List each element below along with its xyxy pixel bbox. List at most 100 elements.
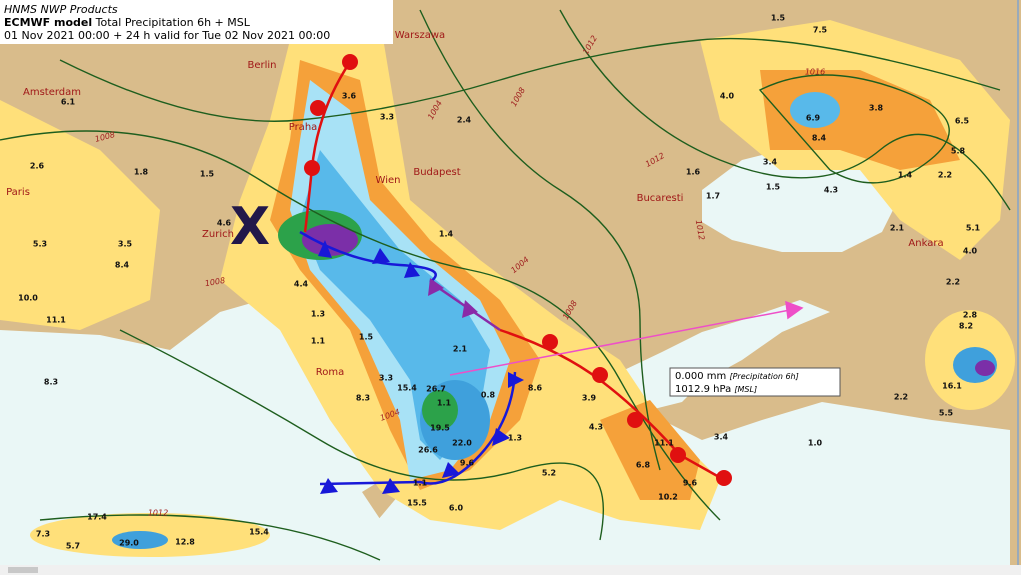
city-label: Roma bbox=[316, 367, 345, 378]
precipitation-label: 3.3 bbox=[379, 374, 393, 383]
cold-front-symbols bbox=[318, 240, 524, 494]
scrollbar-thumb[interactable] bbox=[8, 567, 38, 573]
precipitation-label: 3.4 bbox=[714, 433, 729, 442]
precipitation-label: 10.0 bbox=[18, 294, 38, 303]
precipitation-label: 6.1 bbox=[61, 98, 76, 107]
cold-front-south bbox=[319, 371, 517, 486]
precipitation-label: 9.6 bbox=[683, 479, 698, 488]
precipitation-label: 4.6 bbox=[217, 219, 232, 228]
low-marker: X bbox=[230, 197, 270, 257]
precipitation-label: 8.2 bbox=[959, 322, 973, 331]
precipitation-label: 1.7 bbox=[706, 192, 720, 201]
precipitation-label: 3.5 bbox=[118, 240, 133, 249]
tooltip-field: [Precipitation 6h] bbox=[729, 372, 798, 381]
header-product: Total Precipitation 6h + MSL bbox=[95, 16, 251, 29]
city-label: Praha bbox=[289, 122, 318, 133]
precipitation-label: 1.6 bbox=[686, 168, 701, 177]
precipitation-label: 15.5 bbox=[407, 499, 427, 508]
precipitation-label: 2.1 bbox=[890, 224, 905, 233]
tooltip-value: 0.000 mm bbox=[675, 371, 726, 382]
precipitation-label: 2.2 bbox=[894, 393, 908, 402]
precipitation-label: 17.4 bbox=[87, 513, 107, 522]
precipitation-label: 2.4 bbox=[457, 116, 472, 125]
precipitation-label: 22.0 bbox=[452, 439, 472, 448]
city-label: Budapest bbox=[413, 167, 460, 178]
header-run: 01 Nov 2021 00:00 + 24 h valid for Tue 0… bbox=[4, 29, 330, 42]
precipitation-label: 2.1 bbox=[453, 345, 468, 354]
precipitation-label: 2.6 bbox=[30, 162, 45, 171]
precipitation-label: 8.3 bbox=[44, 378, 58, 387]
precipitation-label: 1.5 bbox=[200, 170, 215, 179]
precipitation-label: 29.0 bbox=[119, 539, 139, 548]
precipitation-label: 1.8 bbox=[134, 168, 149, 177]
precipitation-label: 2.8 bbox=[963, 311, 978, 320]
precipitation-label: 5.5 bbox=[939, 409, 954, 418]
header-model: ECMWF model bbox=[4, 16, 92, 29]
precipitation-label: 6.0 bbox=[449, 504, 464, 513]
precipitation-label: 3.8 bbox=[869, 104, 884, 113]
isobar-label: 1016 bbox=[805, 68, 825, 77]
precipitation-label: 5.8 bbox=[951, 147, 966, 156]
precipitation-label: 5.1 bbox=[966, 224, 981, 233]
city-label: Paris bbox=[6, 187, 30, 198]
precipitation-label: 4.0 bbox=[720, 92, 735, 101]
city-label: Warszawa bbox=[395, 30, 445, 41]
precipitation-label: 6.8 bbox=[636, 461, 651, 470]
precipitation-label: 15.4 bbox=[397, 384, 417, 393]
precipitation-label: 1.5 bbox=[771, 14, 786, 23]
tooltip-line: 0.000 mm [Precipitation 6h] bbox=[675, 371, 799, 382]
isobar-label: 1008 bbox=[204, 276, 226, 288]
precipitation-label: 4.3 bbox=[824, 186, 838, 195]
precipitation-label: 26.7 bbox=[426, 385, 446, 394]
precipitation-label: 16.1 bbox=[942, 382, 962, 391]
precipitation-label: 8.4 bbox=[812, 134, 827, 143]
precipitation-label: 15.4 bbox=[249, 528, 269, 537]
precipitation-label: 4.0 bbox=[963, 247, 978, 256]
isobar-label: 1012 bbox=[694, 219, 706, 241]
city-label: Wien bbox=[376, 175, 401, 186]
precipitation-label: 5.2 bbox=[542, 469, 556, 478]
precipitation-label: 8.4 bbox=[115, 261, 130, 270]
city-label: Ankara bbox=[908, 238, 943, 249]
precipitation-label: 11.1 bbox=[46, 316, 66, 325]
precipitation-label: 1.1 bbox=[437, 399, 452, 408]
header-line: ECMWF model Total Precipitation 6h + MSL bbox=[4, 16, 251, 29]
precipitation-label: 1.3 bbox=[311, 310, 325, 319]
precipitation-label: 1.4 bbox=[898, 171, 913, 180]
precipitation-label: 2.2 bbox=[938, 171, 952, 180]
isobars bbox=[0, 9, 1011, 561]
precipitation-label: 5.7 bbox=[66, 542, 80, 551]
precipitation-label: 3.6 bbox=[342, 92, 357, 101]
city-label: Bucaresti bbox=[637, 193, 684, 204]
precipitation-label: 3.9 bbox=[582, 394, 597, 403]
precipitation-label: 10.2 bbox=[658, 493, 678, 502]
tooltip-box bbox=[669, 367, 841, 397]
precipitation-label: 8.3 bbox=[356, 394, 370, 403]
tooltip-value: 1012.9 hPa bbox=[675, 384, 731, 395]
isobar-label: 1012 bbox=[148, 509, 168, 518]
precipitation-label: 1.3 bbox=[508, 434, 522, 443]
precipitation-label: 19.5 bbox=[430, 424, 450, 433]
precipitation-label: 8.6 bbox=[528, 384, 543, 393]
warm-front-south bbox=[499, 328, 729, 484]
precipitation-label: 1.5 bbox=[766, 183, 781, 192]
precipitation-label: 11.1 bbox=[654, 439, 674, 448]
precipitation-label: 4.3 bbox=[589, 423, 603, 432]
precipitation-label: 6.5 bbox=[955, 117, 970, 126]
city-label: Berlin bbox=[247, 60, 276, 71]
tooltip: 0.000 mm [Precipitation 6h] 1012.9 hPa [… bbox=[669, 367, 841, 397]
warm-front-symbols bbox=[304, 54, 732, 486]
precipitation-label: 9.6 bbox=[460, 459, 475, 468]
precipitation-label: 0.8 bbox=[481, 391, 496, 400]
scrollbar[interactable] bbox=[0, 565, 1021, 575]
occluded-symbols bbox=[428, 278, 478, 318]
header: HNMS NWP Products ECMWF model Total Prec… bbox=[0, 0, 393, 44]
precipitation-label: 7.5 bbox=[813, 26, 828, 35]
precipitation-label: 1.1 bbox=[413, 479, 428, 488]
precipitation-label: 3.4 bbox=[763, 158, 778, 167]
precipitation-label: 26.6 bbox=[418, 446, 438, 455]
city-label: Amsterdam bbox=[23, 87, 81, 98]
precipitation-label: 3.3 bbox=[380, 113, 394, 122]
pink-arrow bbox=[449, 300, 804, 376]
